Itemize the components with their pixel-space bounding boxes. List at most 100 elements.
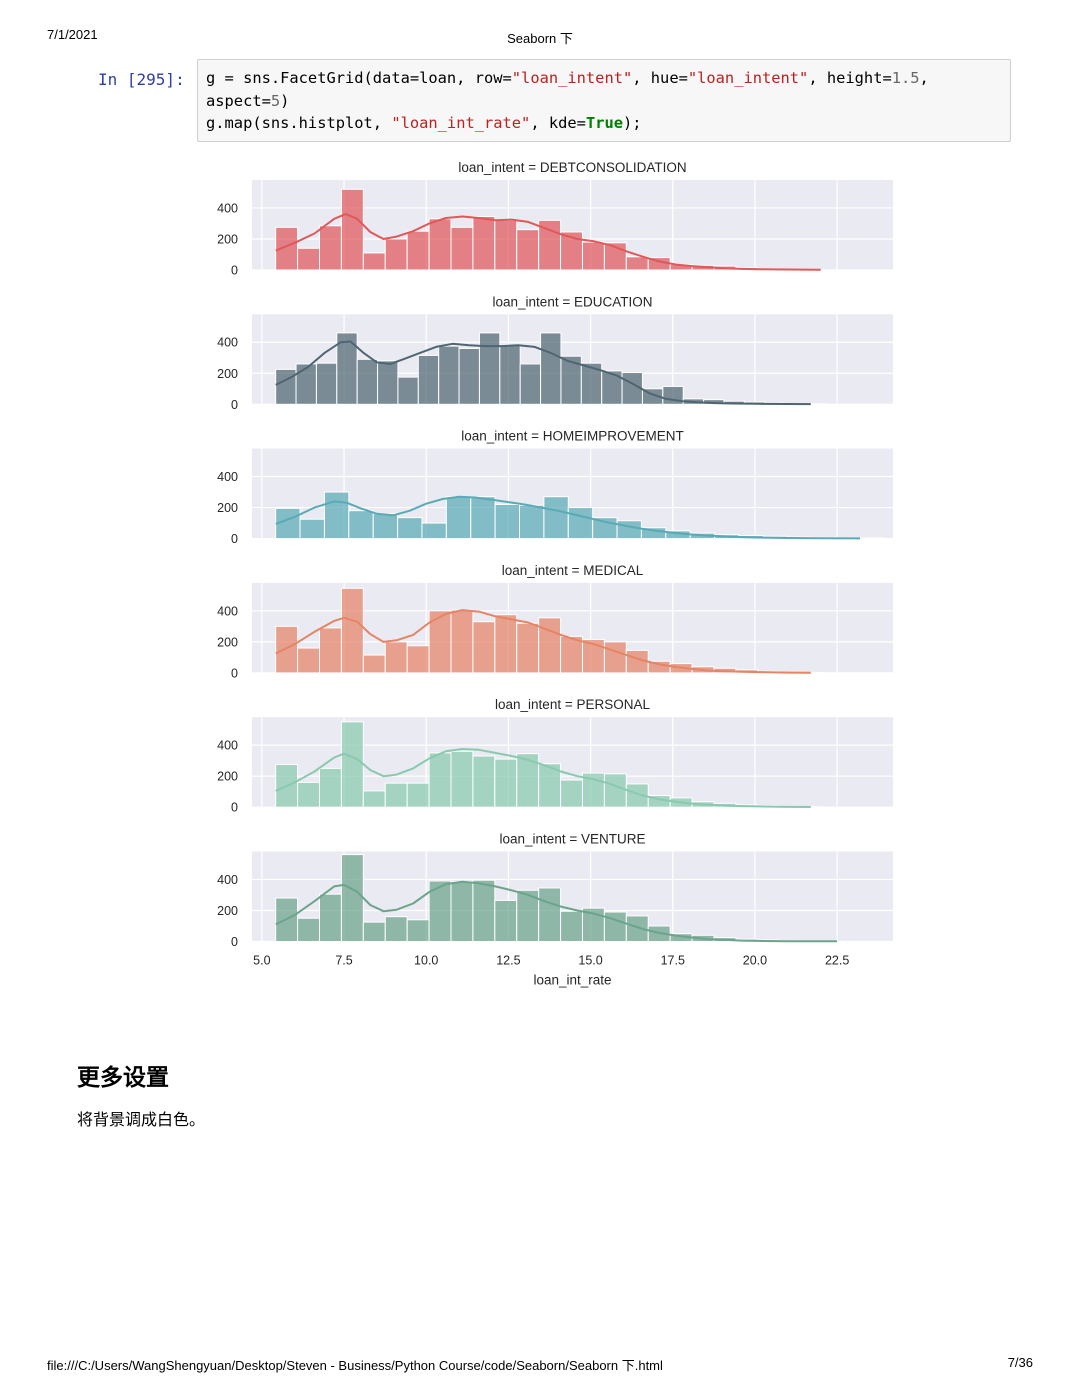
histogram-bar [494, 614, 518, 674]
histogram-bar [297, 917, 320, 942]
kde-line [275, 880, 838, 943]
histogram-bar [362, 921, 386, 943]
histogram-bar [348, 510, 374, 540]
y-tick-label: 400 [217, 604, 238, 618]
histogram-bar [406, 645, 430, 674]
histogram-bar [297, 781, 320, 808]
histogram-bar [406, 919, 430, 943]
histogram-bar [275, 625, 299, 674]
x-tick-label: 5.0 [253, 954, 270, 968]
histogram-bar [494, 758, 518, 808]
histogram-bar [516, 622, 540, 674]
histogram-bar [560, 635, 583, 674]
cell-prompt: In [295]: [98, 70, 185, 89]
histogram-bar [421, 522, 447, 540]
histogram-bar [450, 226, 474, 271]
histogram-bar [406, 782, 430, 808]
y-tick-label: 0 [231, 666, 238, 680]
facet-panel: 0 200 400 loan_intent = VENTURE [217, 832, 893, 949]
code-token: "loan_intent" [511, 69, 633, 87]
histogram-bar [438, 345, 460, 405]
histogram-bar [538, 887, 562, 942]
histogram-bar [384, 916, 408, 943]
histogram-bar [295, 363, 317, 405]
facet-panel: 0 200 400 loan_intent = DEBTCONSOLIDATION [217, 160, 893, 278]
histogram-bar [516, 229, 540, 271]
code-line: g.map(sns.histplot, "loan_int_rate", kde… [206, 112, 1002, 135]
y-tick-label: 0 [231, 935, 238, 949]
y-tick-label: 200 [217, 770, 238, 784]
x-tick-label: 20.0 [743, 954, 767, 968]
code-token: , hue= [632, 69, 688, 87]
y-tick-label: 200 [217, 904, 238, 918]
y-tick-label: 200 [217, 232, 238, 246]
page-title: Seaborn 下 [507, 31, 573, 46]
x-tick-label: 12.5 [496, 954, 520, 968]
histogram-bar [567, 507, 594, 540]
histogram-bar [428, 752, 452, 808]
histogram-bar [494, 219, 518, 271]
footer-file-path: file:///C:/Users/WangShengyuan/Desktop/S… [47, 1358, 663, 1373]
facet-title: loan_intent = DEBTCONSOLIDATION [458, 160, 686, 175]
y-tick-label: 400 [217, 739, 238, 753]
code-token: "loan_int_rate" [391, 114, 531, 132]
histogram-bar [318, 893, 342, 943]
histogram-bar [625, 256, 649, 271]
histogram-bar [560, 910, 583, 943]
code-token: True [585, 114, 624, 132]
kde-line [275, 609, 811, 674]
code-line: aspect=5) [206, 90, 1002, 113]
histogram-bar [397, 517, 423, 540]
histogram-bar [494, 899, 518, 943]
kde-line [275, 340, 811, 406]
histogram-bar [472, 755, 496, 808]
histogram-bar [450, 609, 474, 674]
code-line: g = sns.FacetGrid(data=loan, row="loan_i… [206, 67, 1002, 90]
y-tick-label: 200 [217, 367, 238, 381]
kde-line [275, 748, 811, 808]
y-tick-label: 0 [231, 801, 238, 815]
x-axis-label: loan_int_rate [533, 973, 611, 988]
histogram-bar [297, 247, 320, 271]
histogram-bar [377, 360, 399, 405]
histogram-bar [362, 654, 386, 674]
facet-title: loan_intent = MEDICAL [502, 563, 644, 578]
y-tick-label: 0 [231, 264, 238, 278]
code-token: ); [623, 114, 642, 132]
histogram-bar [450, 750, 474, 808]
histogram-bar [472, 621, 496, 674]
facet-title: loan_intent = HOMEIMPROVEMENT [461, 429, 683, 444]
histogram-bar [458, 347, 480, 405]
code-token: ) [280, 91, 290, 110]
x-tick-label: 7.5 [335, 954, 352, 968]
histogram-bar [340, 721, 364, 808]
histogram-bar [384, 238, 408, 271]
kde-line [275, 213, 821, 271]
x-tick-label: 15.0 [578, 954, 602, 968]
section-paragraph: 将背景调成白色。 [77, 1112, 206, 1129]
facet-panel: 0 200 400 loan_intent = PERSONAL [217, 697, 893, 815]
histogram-bar [384, 782, 408, 808]
histogram-bar [543, 496, 569, 540]
histogram-bar [299, 518, 325, 540]
histogram-bar [318, 767, 342, 808]
code-token: g = sns.FacetGrid(data=loan, row= [206, 69, 512, 87]
footer-page-number: 7/36 [1007, 1355, 1033, 1370]
facet-panel: 0 200 400 loan_intent = EDUCATION [217, 294, 893, 412]
code-token: 5 [270, 91, 281, 110]
kde-line [275, 495, 861, 540]
histogram-bar [318, 627, 342, 674]
histogram-bar [472, 215, 496, 271]
histogram-bar [428, 218, 452, 271]
x-tick-label: 10.0 [414, 954, 438, 968]
histogram-bar [499, 344, 521, 405]
facet-panel: 0 200 400 loan_intent = MEDICAL [217, 563, 893, 680]
histogram-bar [315, 362, 338, 405]
histogram-bar [275, 368, 297, 405]
x-tick-label: 17.5 [661, 954, 685, 968]
y-tick-label: 0 [231, 532, 238, 546]
code-cell[interactable]: g = sns.FacetGrid(data=loan, row="loan_i… [197, 59, 1011, 142]
histogram-bar [540, 332, 562, 405]
facet-panel: 0 200 400 loan_intent = HOMEIMPROVEMENT [217, 429, 893, 546]
code-token: , kde= [530, 114, 586, 132]
